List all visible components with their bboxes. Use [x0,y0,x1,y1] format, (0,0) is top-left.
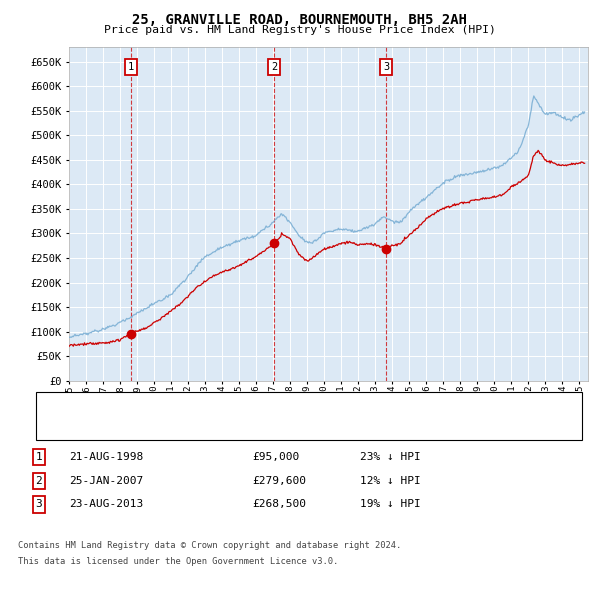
Text: Contains HM Land Registry data © Crown copyright and database right 2024.: Contains HM Land Registry data © Crown c… [18,541,401,550]
Text: £95,000: £95,000 [252,453,299,462]
Text: 25, GRANVILLE ROAD, BOURNEMOUTH, BH5 2AH (detached house): 25, GRANVILLE ROAD, BOURNEMOUTH, BH5 2AH… [99,396,441,406]
Text: 12% ↓ HPI: 12% ↓ HPI [360,476,421,486]
Text: 23-AUG-2013: 23-AUG-2013 [69,500,143,509]
Text: 1: 1 [128,62,134,72]
Text: 21-AUG-1998: 21-AUG-1998 [69,453,143,462]
Text: 2: 2 [271,62,278,72]
Text: 19% ↓ HPI: 19% ↓ HPI [360,500,421,509]
Text: ─────: ───── [48,409,86,422]
Text: ─────: ───── [48,395,86,408]
Text: 2: 2 [35,476,43,486]
Text: £279,600: £279,600 [252,476,306,486]
Text: Price paid vs. HM Land Registry's House Price Index (HPI): Price paid vs. HM Land Registry's House … [104,25,496,35]
Text: 25-JAN-2007: 25-JAN-2007 [69,476,143,486]
Text: 3: 3 [383,62,389,72]
Text: £268,500: £268,500 [252,500,306,509]
Text: This data is licensed under the Open Government Licence v3.0.: This data is licensed under the Open Gov… [18,558,338,566]
Text: 25, GRANVILLE ROAD, BOURNEMOUTH, BH5 2AH: 25, GRANVILLE ROAD, BOURNEMOUTH, BH5 2AH [133,13,467,27]
Text: 23% ↓ HPI: 23% ↓ HPI [360,453,421,462]
Text: 1: 1 [35,453,43,462]
Text: HPI: Average price, detached house, Bournemouth Christchurch and Poole: HPI: Average price, detached house, Bour… [99,411,519,421]
Text: 3: 3 [35,500,43,509]
